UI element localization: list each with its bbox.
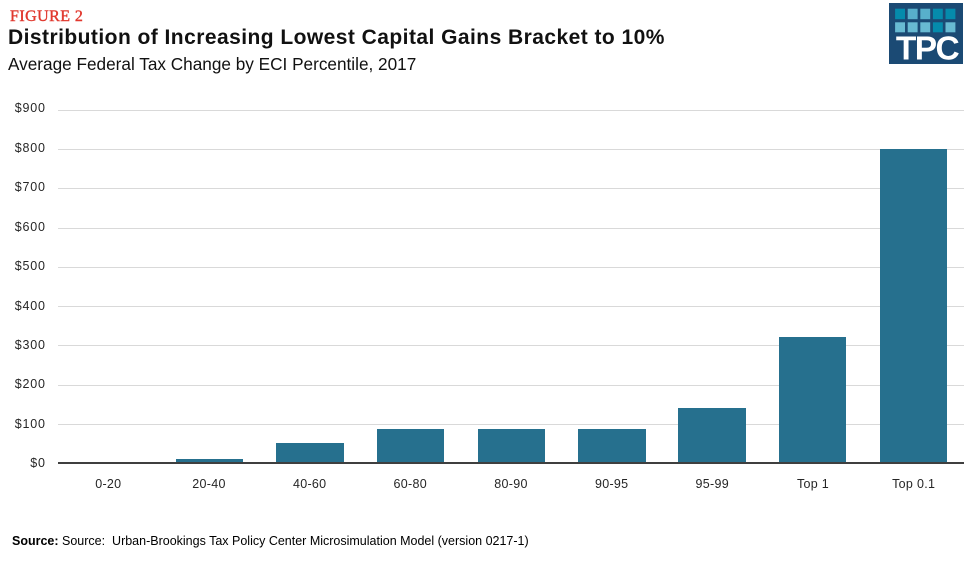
- svg-text:TPC: TPC: [896, 31, 960, 64]
